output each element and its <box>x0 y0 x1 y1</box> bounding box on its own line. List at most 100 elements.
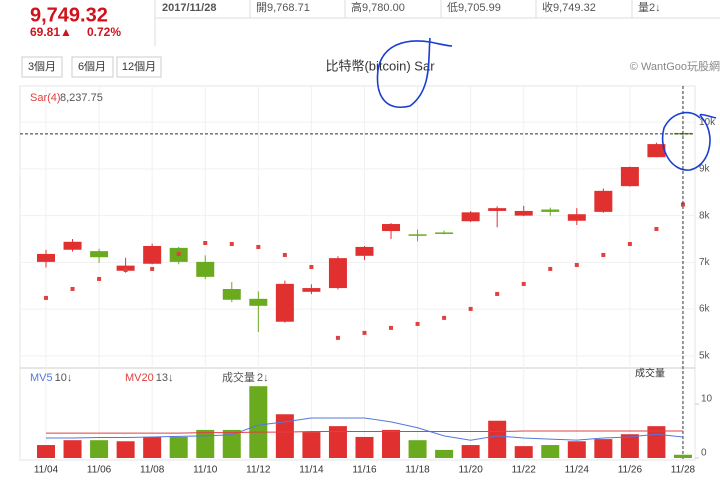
plot: 11/04 11/06 11/08 11/10 11/12 11/14 11/16 11/18… <box>20 86 716 476</box>
range-button-label[interactable]: 12個月 <box>122 60 156 73</box>
volume-bar <box>196 429 215 458</box>
candle-body <box>196 261 215 277</box>
copyright: © WantGoo玩股網 <box>630 59 720 73</box>
change-pct: 0.72% <box>87 25 121 39</box>
volume-bar <box>382 429 401 458</box>
sar-dot <box>680 202 685 207</box>
x-tick-label: 11/10 <box>193 465 218 476</box>
volume-bar <box>567 441 586 458</box>
volume-bar <box>143 436 162 458</box>
volume-bar <box>594 439 613 458</box>
x-tick-label: 11/06 <box>87 465 112 476</box>
y-tick-label: 9k <box>699 164 711 175</box>
legend-value: 8,237.75 <box>60 92 103 104</box>
x-tick-label: 11/28 <box>671 465 696 476</box>
range-button[interactable] <box>116 56 162 78</box>
volume-bar <box>302 432 321 458</box>
volume-bar <box>541 445 560 458</box>
sar-dot <box>44 295 48 300</box>
price: 9,749.32 <box>30 4 108 26</box>
ma-line <box>46 430 683 434</box>
candle-body <box>382 224 401 232</box>
volume-bar <box>408 440 427 458</box>
sar-dot <box>203 241 208 246</box>
y-tick-label: 8k <box>699 210 711 221</box>
sar-dot <box>362 330 367 335</box>
change: 69.81▲ <box>30 25 72 39</box>
range-button[interactable] <box>71 56 114 78</box>
x-tick-label: 11/18 <box>405 465 430 476</box>
volume-bar <box>647 426 666 458</box>
range-button[interactable] <box>21 56 63 78</box>
scribble <box>376 37 453 108</box>
volume-bar <box>620 434 639 458</box>
y-tick-label: 6k <box>699 304 711 315</box>
sar-dot <box>521 281 526 286</box>
legend-label: 成交量 <box>222 370 255 384</box>
sar-dot <box>309 264 314 269</box>
sar-dot <box>97 276 102 281</box>
candle-body <box>461 212 480 222</box>
x-tick-label: 11/12 <box>246 465 271 476</box>
plot-frame <box>19 85 696 461</box>
volume-bar <box>169 436 188 458</box>
scribble <box>661 111 717 171</box>
legend-label: MV5 <box>30 372 53 384</box>
candle-body <box>567 214 586 221</box>
ma-line <box>46 417 684 441</box>
separators <box>249 0 633 18</box>
volume-bar <box>461 445 480 458</box>
sar-dot <box>574 262 579 267</box>
date: 2017/11/28 <box>162 2 216 14</box>
volume-bar <box>514 446 533 458</box>
legend-label: Sar(4) <box>30 92 61 104</box>
volume-bar <box>222 429 241 458</box>
chart-title: 比特幣(bitcoin) Sar <box>325 58 435 73</box>
candle-body <box>222 289 241 300</box>
x-tick-label: 11/14 <box>299 465 324 476</box>
candle-body <box>90 251 109 258</box>
volume-bar <box>328 426 347 458</box>
candle-body <box>408 234 427 236</box>
axis-label: 成交量 <box>635 367 665 380</box>
close: 收9,749.32 <box>542 0 596 14</box>
candle-body <box>355 246 374 256</box>
sar-dot <box>601 252 606 257</box>
x-tick-label: 11/24 <box>565 465 590 476</box>
sar-dot <box>548 266 553 271</box>
candle-body <box>37 253 55 262</box>
x-tick-label: 11/16 <box>352 465 377 476</box>
x-tick-label: 11/04 <box>34 465 59 476</box>
volume-bar <box>63 440 82 458</box>
sar-dot <box>256 244 261 249</box>
candle-body <box>143 245 162 264</box>
sar-dot <box>282 252 287 257</box>
candle-body <box>249 298 268 306</box>
legend-value: 2↓ <box>257 372 269 384</box>
sar-dot <box>123 267 128 272</box>
candle-body <box>541 209 560 212</box>
range-button-label[interactable]: 6個月 <box>78 60 106 73</box>
candle-body <box>328 258 347 289</box>
sar-dot <box>150 266 155 271</box>
y-tick-label: 0 <box>701 448 707 459</box>
sar-dot <box>442 315 447 320</box>
candle-body <box>302 288 321 292</box>
volume-bar <box>435 449 454 458</box>
candle-body <box>620 166 639 187</box>
y-tick-label: 7k <box>699 257 711 268</box>
sar-dot <box>229 241 234 246</box>
range-button-label[interactable]: 3個月 <box>28 60 56 73</box>
candle-body <box>63 241 82 250</box>
volume-bar <box>355 436 374 458</box>
candle-body <box>275 283 294 322</box>
sar-dot <box>495 291 500 296</box>
volume-bar <box>488 420 507 458</box>
volume: 量2↓ <box>638 1 661 14</box>
y-tick-label: 5k <box>699 350 711 361</box>
volume-bar <box>37 445 55 458</box>
candle-body <box>435 232 454 234</box>
legend-value: 13↓ <box>156 372 174 384</box>
low: 低9,705.99 <box>447 1 501 14</box>
